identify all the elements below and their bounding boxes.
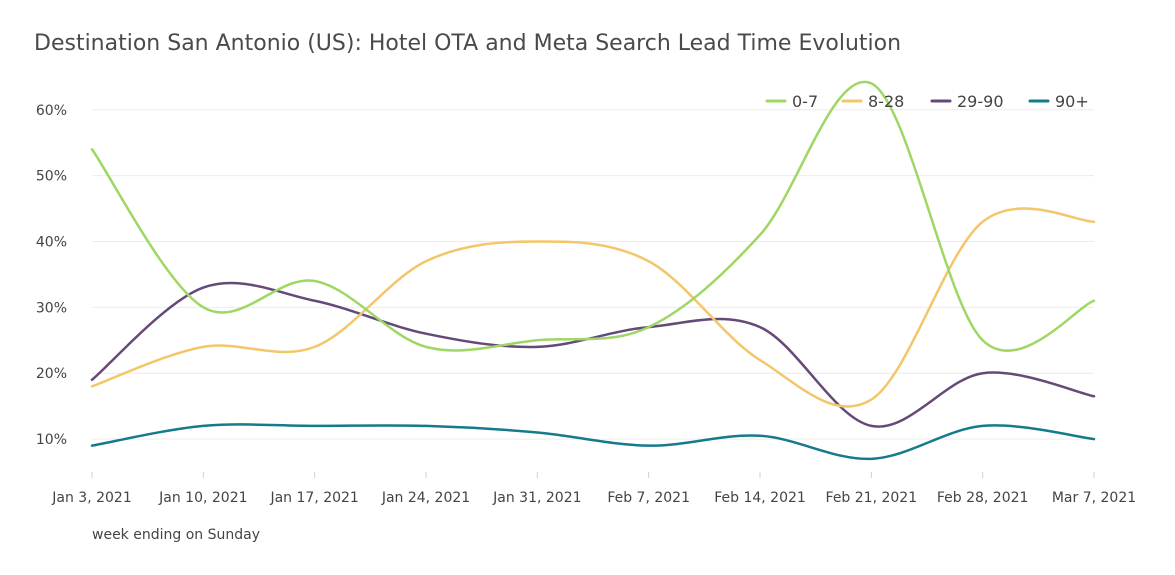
chart-title: Destination San Antonio (US): Hotel OTA … [34, 31, 902, 56]
legend-label: 29-90 [957, 92, 1004, 111]
y-tick-label: 30% [36, 300, 67, 316]
x-axis: Jan 3, 2021 Jan 10, 2021 Jan 17, 2021 Jan 2… [51, 472, 1136, 506]
legend-label: 90+ [1055, 92, 1089, 111]
y-tick-label: 60% [36, 103, 67, 119]
x-tick-label: Jan 3, 2021 [51, 490, 131, 506]
legend-label: 0-7 [792, 92, 818, 111]
x-tick-label: Feb 21, 2021 [826, 490, 918, 506]
grid [92, 109, 1094, 440]
y-tick-label: 20% [36, 366, 67, 382]
y-tick-label: 40% [36, 234, 67, 250]
x-tick-label: Jan 10, 2021 [158, 490, 247, 506]
x-tick-label: Jan 31, 2021 [492, 490, 581, 506]
y-axis: 10% 20% 30% 40% 50% 60% [36, 103, 67, 448]
legend-label: 8-28 [868, 92, 904, 111]
y-tick-label: 10% [36, 432, 67, 448]
x-tick-label: Feb 14, 2021 [714, 490, 806, 506]
x-tick-label: Feb 28, 2021 [937, 490, 1029, 506]
x-tick-label: Jan 24, 2021 [381, 490, 470, 506]
x-axis-title: week ending on Sunday [92, 527, 260, 543]
series-line-8-28 [90, 207, 1096, 408]
x-tick-label: Feb 7, 2021 [607, 490, 690, 506]
x-tick-label: Mar 7, 2021 [1052, 490, 1136, 506]
series-lines [90, 80, 1096, 461]
legend[interactable]: 0-7 8-28 29-90 90+ [765, 92, 1089, 111]
legend-item-90+[interactable]: 90+ [1028, 92, 1089, 111]
legend-item-29-90[interactable]: 29-90 [930, 92, 1004, 111]
x-tick-label: Jan 17, 2021 [269, 490, 358, 506]
series-line-0-7 [90, 80, 1096, 352]
series-line-29-90 [90, 281, 1096, 428]
series-line-90+ [90, 423, 1096, 461]
y-tick-label: 50% [36, 169, 67, 185]
legend-item-0-7[interactable]: 0-7 [765, 92, 818, 111]
legend-item-8-28[interactable]: 8-28 [841, 92, 904, 111]
